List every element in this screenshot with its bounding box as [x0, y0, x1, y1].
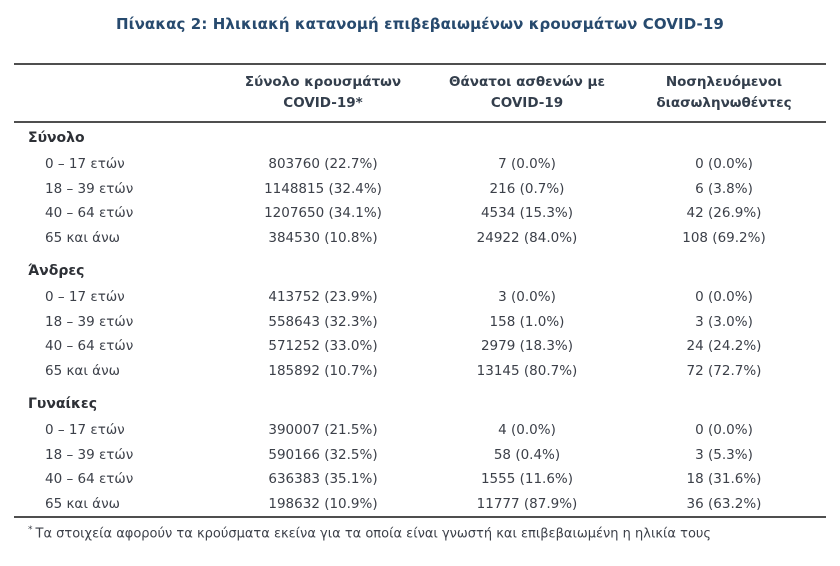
cases-value: 558643 (32.3%) [268, 313, 378, 330]
section-men: Άνδρες 0 – 17 ετών 413752 (23.9%) 3 (0.0… [14, 257, 826, 383]
footnote: * Τα στοιχεία αφορούν τα κρούσματα εκείνα… [28, 525, 826, 541]
intubated-value: 18 (31.6%) [686, 471, 762, 488]
intubated-value: 42 (26.9%) [686, 205, 762, 222]
age-group-label: 18 – 39 ετών [45, 180, 134, 197]
column-header-line: Νοσηλευόμενοι [665, 74, 783, 90]
table-row: 18 – 39 ετών 590166 (32.5%) 58 (0.4%) 3 … [14, 443, 826, 468]
table-row: 65 και άνω 198632 (10.9%) 11777 (87.9%) … [14, 492, 826, 517]
age-group-label: 40 – 64 ετών [45, 205, 134, 222]
column-header-line: Σύνολο κρουσμάτων [244, 74, 402, 90]
cases-value: 803760 (22.7%) [268, 156, 378, 173]
table-row: 40 – 64 ετών 571252 (33.0%) 2979 (18.3%)… [14, 334, 826, 359]
intubated-value: 72 (72.7%) [686, 362, 762, 379]
column-header-line: διασωληνωθέντες [656, 95, 792, 111]
table-row: 0 – 17 ετών 390007 (21.5%) 4 (0.0%) 0 (0… [14, 418, 826, 443]
table-header-row: Σύνολο κρουσμάτων COVID-19* Θάνατοι ασθε… [14, 63, 826, 123]
intubated-value: 0 (0.0%) [695, 422, 753, 439]
age-group-label: 65 και άνω [45, 229, 120, 246]
table-title: Πίνακας 2: Ηλικιακή κατανομή επιβεβαιωμέ… [116, 15, 724, 33]
deaths-value: 2979 (18.3%) [480, 338, 574, 355]
column-header-deaths: Θάνατοι ασθενών με COVID-19 [432, 72, 622, 114]
cases-value: 571252 (33.0%) [268, 338, 378, 355]
age-group-label: 65 και άνω [45, 495, 120, 512]
deaths-value: 4534 (15.3%) [480, 205, 574, 222]
footnote-text: Τα στοιχεία αφορούν τα κρούσματα εκείνα … [35, 526, 712, 542]
table-body: Σύνολο 0 – 17 ετών 803760 (22.7%) 7 (0.0… [14, 123, 826, 518]
deaths-value: 13145 (80.7%) [476, 362, 578, 379]
table-row: 40 – 64 ετών 1207650 (34.1%) 4534 (15.3%… [14, 201, 826, 226]
age-group-label: 40 – 64 ετών [45, 471, 134, 488]
deaths-value: 3 (0.0%) [498, 289, 556, 306]
footnote-asterisk: * [28, 525, 33, 535]
intubated-value: 24 (24.2%) [686, 338, 762, 355]
intubated-value: 108 (69.2%) [682, 229, 766, 246]
intubated-value: 6 (3.8%) [695, 180, 753, 197]
age-group-label: 0 – 17 ετών [45, 156, 125, 173]
deaths-value: 11777 (87.9%) [476, 495, 578, 512]
section-header-total: Σύνολο [28, 130, 85, 146]
cases-value: 636383 (35.1%) [268, 471, 378, 488]
intubated-value: 3 (5.3%) [695, 446, 753, 463]
deaths-value: 7 (0.0%) [498, 156, 556, 173]
section-header-men: Άνδρες [28, 263, 85, 279]
cases-value: 590166 (32.5%) [268, 446, 378, 463]
cases-value: 1207650 (34.1%) [264, 205, 382, 222]
column-header-empty [14, 72, 214, 114]
column-header-total-cases: Σύνολο κρουσμάτων COVID-19* [214, 72, 432, 114]
section-header-women: Γυναίκες [28, 396, 98, 412]
age-group-label: 0 – 17 ετών [45, 422, 125, 439]
intubated-value: 3 (3.0%) [695, 313, 753, 330]
column-header-line: COVID-19* [283, 95, 363, 111]
intubated-value: 36 (63.2%) [686, 495, 762, 512]
section-women: Γυναίκες 0 – 17 ετών 390007 (21.5%) 4 (0… [14, 390, 826, 516]
table-row: 40 – 64 ετών 636383 (35.1%) 1555 (11.6%)… [14, 467, 826, 492]
intubated-value: 0 (0.0%) [695, 289, 753, 306]
deaths-value: 4 (0.0%) [498, 422, 556, 439]
column-header-intubated: Νοσηλευόμενοι διασωληνωθέντες [622, 72, 826, 114]
cases-value: 198632 (10.9%) [268, 495, 378, 512]
table-row: 18 – 39 ετών 1148815 (32.4%) 216 (0.7%) … [14, 177, 826, 202]
deaths-value: 158 (1.0%) [489, 313, 565, 330]
section-total: Σύνολο 0 – 17 ετών 803760 (22.7%) 7 (0.0… [14, 124, 826, 250]
cases-value: 1148815 (32.4%) [264, 180, 382, 197]
age-group-label: 18 – 39 ετών [45, 313, 134, 330]
column-header-line: COVID-19 [490, 95, 564, 111]
covid-age-distribution-table: Σύνολο κρουσμάτων COVID-19* Θάνατοι ασθε… [14, 63, 826, 518]
table-row: 18 – 39 ετών 558643 (32.3%) 158 (1.0%) 3… [14, 310, 826, 335]
age-group-label: 0 – 17 ετών [45, 289, 125, 306]
age-group-label: 18 – 39 ετών [45, 446, 134, 463]
table-row: 0 – 17 ετών 803760 (22.7%) 7 (0.0%) 0 (0… [14, 152, 826, 177]
cases-value: 384530 (10.8%) [268, 229, 378, 246]
deaths-value: 58 (0.4%) [493, 446, 561, 463]
cases-value: 390007 (21.5%) [268, 422, 378, 439]
deaths-value: 216 (0.7%) [489, 180, 565, 197]
column-header-line: Θάνατοι ασθενών με [449, 74, 605, 90]
age-group-label: 40 – 64 ετών [45, 338, 134, 355]
deaths-value: 24922 (84.0%) [476, 229, 578, 246]
table-row: 65 και άνω 185892 (10.7%) 13145 (80.7%) … [14, 359, 826, 384]
deaths-value: 1555 (11.6%) [480, 471, 574, 488]
table-row: 0 – 17 ετών 413752 (23.9%) 3 (0.0%) 0 (0… [14, 285, 826, 310]
cases-value: 413752 (23.9%) [268, 289, 378, 306]
age-group-label: 65 και άνω [45, 362, 120, 379]
table-row: 65 και άνω 384530 (10.8%) 24922 (84.0%) … [14, 226, 826, 251]
intubated-value: 0 (0.0%) [695, 156, 753, 173]
cases-value: 185892 (10.7%) [268, 362, 378, 379]
